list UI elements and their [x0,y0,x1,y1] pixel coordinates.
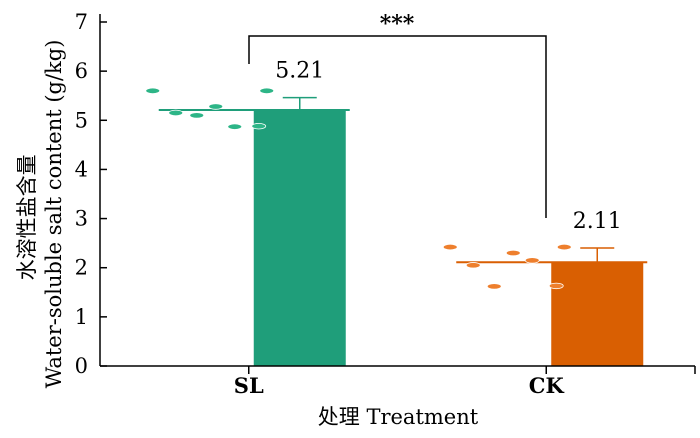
y-axis-title: 水溶性盐含量 Water-soluble salt content (g/kg) [15,40,66,389]
x-tick-label: SL [234,373,264,398]
data-point [189,112,205,119]
data-point [556,243,572,251]
y-tick-label: 3 [75,207,88,231]
x-tick-label: CK [529,373,565,398]
y-tick-label: 4 [75,157,88,181]
value-label: 2.11 [573,209,622,234]
y-tick-label: 1 [75,305,88,329]
data-point [251,122,267,130]
x-axis: SL CK [100,365,696,398]
significance-bracket: *** [248,11,547,218]
bar [551,262,644,366]
data-point [208,103,224,110]
y-tick-label: 0 [75,354,88,378]
y-tick-label: 7 [75,10,88,34]
data-point [442,243,458,251]
y-tick-label: 5 [75,108,88,132]
plot-area: 5.21 2.11 [145,59,648,367]
y-axis-title-en: Water-soluble salt content (g/kg) [42,40,66,389]
y-tick-label: 6 [75,59,88,83]
data-point [505,249,521,257]
data-point [486,283,502,290]
data-point [145,87,161,94]
data-point [227,123,243,130]
data-point [259,87,275,94]
bar [253,109,346,367]
y-tick-label: 2 [75,256,88,280]
data-point [465,262,481,269]
data-point [168,109,184,117]
data-point [548,282,564,290]
y-axis: 0 1 2 3 4 5 6 7 [75,10,107,378]
data-point [524,257,540,264]
bracket-line [248,35,547,218]
significance-label: *** [380,11,415,37]
y-axis-title-cn: 水溶性盐含量 [15,154,39,280]
x-axis-title: 处理 Treatment [318,405,479,429]
value-label: 5.21 [275,59,324,84]
